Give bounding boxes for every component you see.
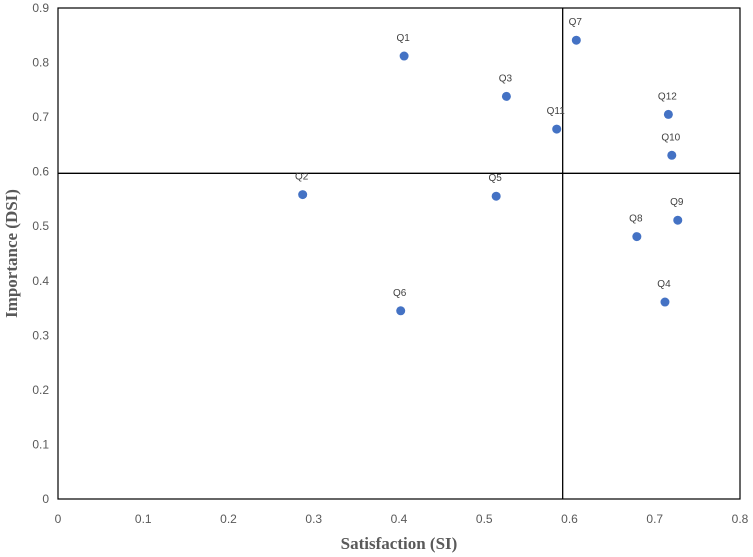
data-point-q11 bbox=[552, 124, 562, 134]
data-point-q1 bbox=[399, 51, 409, 61]
data-points: Q1 Q2 Q3 Q4 Q5 Q6 Q7 Q8 Q9 Q10 Q11 Q12 bbox=[295, 17, 684, 316]
data-label-q6: Q6 bbox=[393, 288, 407, 299]
data-point-q2 bbox=[298, 190, 308, 200]
x-tick-label: 0.8 bbox=[732, 512, 749, 526]
data-label-q12: Q12 bbox=[658, 91, 677, 102]
data-label-q9: Q9 bbox=[670, 197, 684, 208]
data-label-q8: Q8 bbox=[629, 214, 643, 225]
y-tick-label: 0.5 bbox=[32, 219, 49, 233]
x-tick-label: 0.6 bbox=[561, 512, 578, 526]
data-point-q12 bbox=[663, 109, 673, 119]
data-label-q4: Q4 bbox=[657, 279, 671, 290]
x-tick-label: 0.5 bbox=[476, 512, 493, 526]
plot-area-frame bbox=[57, 7, 741, 500]
x-tick-label: 0.3 bbox=[305, 512, 322, 526]
y-axis-title: Importance (DSI) bbox=[2, 189, 21, 318]
x-tick-label: 0.7 bbox=[646, 512, 663, 526]
x-tick-label: 0.4 bbox=[391, 512, 408, 526]
x-axis-title: Satisfaction (SI) bbox=[341, 534, 458, 553]
y-tick-label: 0 bbox=[42, 492, 49, 506]
data-point-q3 bbox=[501, 91, 511, 101]
reference-lines bbox=[58, 8, 740, 499]
data-point-q8 bbox=[632, 232, 642, 242]
data-label-q7: Q7 bbox=[569, 17, 583, 28]
data-point-q5 bbox=[491, 191, 501, 201]
data-label-q5: Q5 bbox=[489, 173, 503, 184]
data-label-q10: Q10 bbox=[661, 132, 680, 143]
y-tick-label: 0.1 bbox=[32, 437, 49, 451]
y-tick-label: 0.3 bbox=[32, 328, 49, 342]
x-tick-label: 0.2 bbox=[220, 512, 237, 526]
x-tick-label: 0 bbox=[55, 512, 62, 526]
data-label-q2: Q2 bbox=[295, 172, 309, 183]
y-tick-label: 0.4 bbox=[32, 274, 49, 288]
data-label-q11: Q11 bbox=[547, 106, 566, 117]
x-tick-label: 0.1 bbox=[135, 512, 152, 526]
data-point-q7 bbox=[571, 35, 581, 45]
y-tick-label: 0.2 bbox=[32, 383, 49, 397]
tick-labels: 0 0.1 0.2 0.3 0.4 0.5 0.6 0.7 0.8 0 0.1 0.2 0.3 0.4 0.… bbox=[32, 1, 748, 526]
y-tick-label: 0.9 bbox=[32, 1, 49, 15]
y-tick-label: 0.8 bbox=[32, 56, 49, 70]
data-label-q3: Q3 bbox=[499, 73, 513, 84]
data-point-q4 bbox=[660, 297, 670, 307]
data-point-q6 bbox=[396, 306, 406, 316]
y-tick-label: 0.6 bbox=[32, 165, 49, 179]
y-tick-label: 0.7 bbox=[32, 110, 49, 124]
data-label-q1: Q1 bbox=[396, 33, 410, 44]
data-point-q10 bbox=[667, 150, 677, 160]
data-point-q9 bbox=[673, 215, 683, 225]
